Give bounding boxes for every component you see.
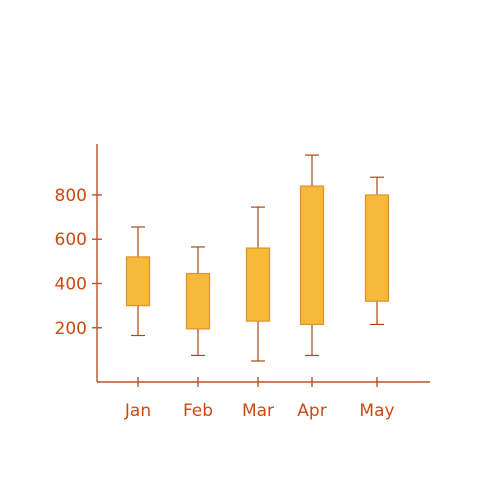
y-tick-label: 600 (55, 230, 87, 250)
x-tick-label: Jan (124, 401, 151, 421)
candle-apr (299, 154, 325, 357)
x-tick-label: Mar (242, 401, 274, 421)
candle-body (125, 256, 151, 307)
candle-may (364, 176, 390, 326)
candle-body (299, 185, 325, 326)
candle-body (185, 272, 211, 330)
y-tick-label: 400 (55, 274, 87, 294)
x-axis-ticks: Jan Feb Mar Apr May (124, 377, 395, 421)
x-tick-label: Apr (297, 401, 326, 421)
candle-mar (245, 206, 271, 362)
y-tick-label: 800 (55, 186, 87, 206)
plot-area: 200 400 600 800 Jan Feb Mar Apr May (55, 144, 430, 421)
candle-feb (185, 246, 211, 357)
y-tick-label: 200 (55, 319, 87, 339)
x-tick-label: May (359, 401, 394, 421)
candle-body (245, 247, 271, 322)
candlestick-series (125, 154, 390, 362)
y-axis-ticks: 200 400 600 800 (55, 186, 102, 339)
candle-body (364, 194, 390, 302)
x-tick-label: Feb (183, 401, 213, 421)
candle-jan (125, 226, 151, 337)
